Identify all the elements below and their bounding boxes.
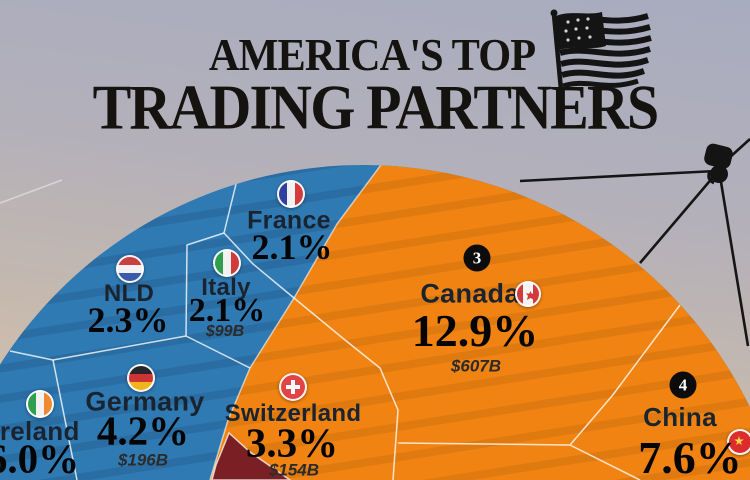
page-title-line1: AMERICA'S TOP: [208, 29, 536, 80]
rank-badge-china: 4: [669, 371, 697, 399]
share-label-switzerland: 3.3%: [245, 419, 339, 466]
country-label-germany: Germany: [85, 386, 205, 417]
netherlands-flag-icon: [116, 255, 144, 283]
switzerland-flag-icon: [279, 373, 307, 401]
value-label-italy: $99B: [205, 323, 245, 340]
maple-leaf-icon: [526, 291, 535, 300]
country-label-nld: NLD: [103, 280, 155, 307]
country-label-ireland: Ireland: [0, 416, 80, 446]
rank-number-china: 4: [678, 375, 688, 394]
background-streak: [0, 179, 63, 204]
country-label-china: China: [643, 402, 717, 432]
share-label-ireland: 6.0%: [0, 435, 80, 480]
country-label-italy: Italy: [201, 274, 251, 301]
share-label-italy: 2.1%: [188, 292, 266, 329]
value-label-switzerland: $154B: [268, 460, 320, 480]
rank-badge-canada: 3: [463, 244, 491, 272]
share-label-canada: 12.9%: [411, 305, 539, 356]
share-label-france: 2.1%: [251, 227, 333, 267]
value-label-germany: $196B: [117, 450, 169, 470]
country-label-switzerland: Switzerland: [224, 400, 362, 427]
maroon-region: [211, 431, 293, 480]
share-label-germany: 4.2%: [96, 407, 190, 454]
germany-flag-icon: [127, 364, 155, 392]
country-label-canada: Canada: [420, 278, 520, 309]
france-flag-icon: [277, 180, 305, 208]
us-flag-icon: [550, 9, 652, 112]
country-label-france: France: [247, 206, 331, 235]
value-label-canada: $607B: [450, 356, 502, 376]
canada-flag-icon: [515, 281, 541, 307]
china-flag-icon: [727, 429, 750, 455]
china-star-icon: [734, 436, 744, 446]
page-title-line2: TRADING PARTNERS: [92, 72, 660, 143]
cable-pulley-icon: [704, 143, 733, 185]
ireland-flag-icon: [26, 390, 54, 418]
share-label-nld: 2.3%: [87, 300, 169, 340]
share-label-china: 7.6%: [638, 432, 742, 480]
italy-flag-icon: [213, 249, 241, 277]
rank-number-canada: 3: [472, 248, 482, 267]
cell-edges: [9, 165, 681, 480]
